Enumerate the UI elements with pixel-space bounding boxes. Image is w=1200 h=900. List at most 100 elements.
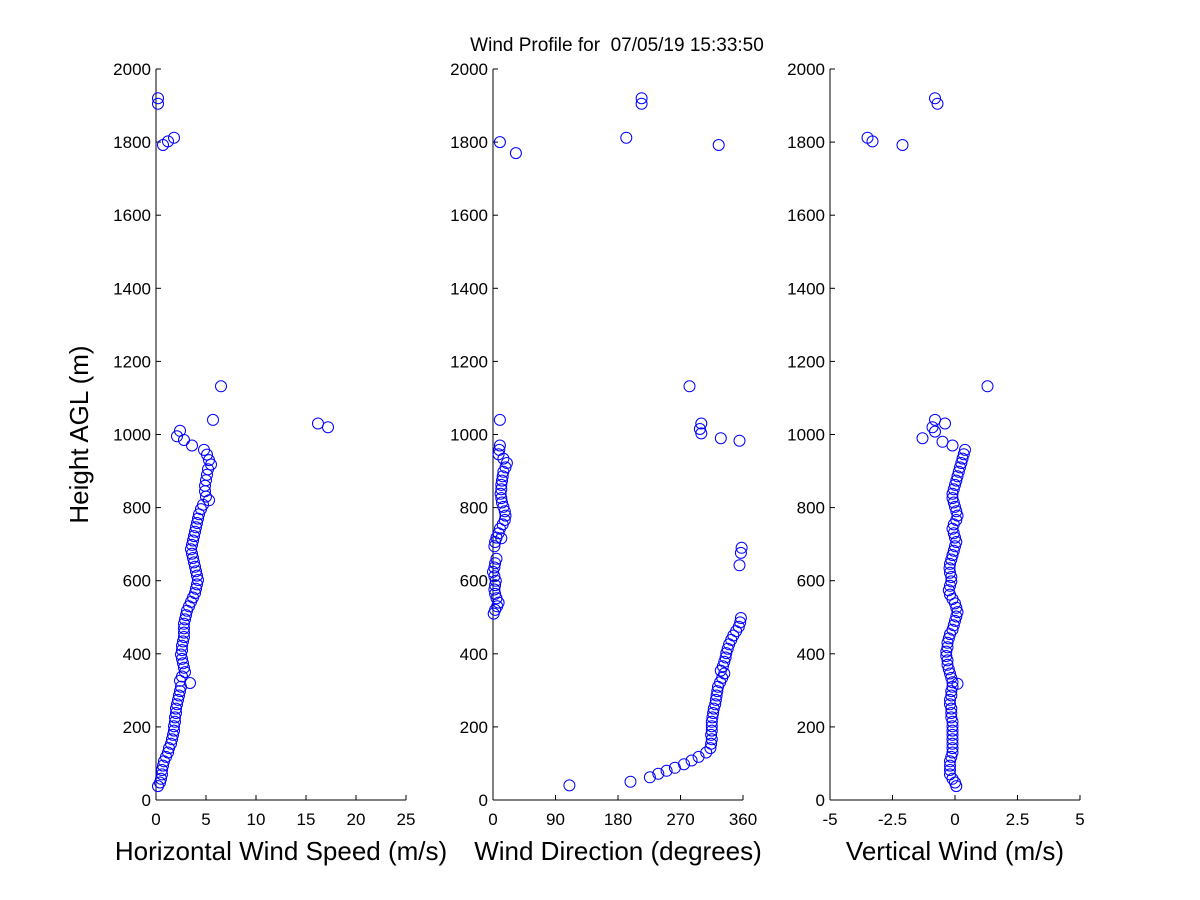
data-point bbox=[866, 135, 879, 148]
data-point bbox=[185, 543, 197, 556]
x-tick-label: -2.5 bbox=[878, 810, 907, 829]
data-point bbox=[166, 733, 178, 746]
data-point bbox=[709, 693, 722, 706]
data-point bbox=[660, 764, 673, 777]
data-point bbox=[487, 565, 499, 578]
data-point bbox=[705, 724, 718, 737]
data-point bbox=[181, 604, 193, 617]
data-point bbox=[946, 746, 959, 759]
data-point bbox=[693, 423, 706, 435]
data-point bbox=[189, 560, 201, 573]
data-point bbox=[493, 439, 506, 452]
data-point bbox=[942, 663, 955, 676]
data-point bbox=[493, 522, 506, 535]
data-point bbox=[169, 715, 181, 728]
data-point bbox=[490, 531, 503, 544]
data-point bbox=[177, 657, 189, 670]
data-point bbox=[929, 92, 941, 105]
data-point bbox=[190, 565, 202, 578]
data-point bbox=[941, 658, 954, 671]
y-tick-label: 1800 bbox=[450, 133, 488, 152]
data-point bbox=[951, 470, 964, 483]
data-point bbox=[692, 750, 705, 763]
data-point bbox=[635, 92, 648, 105]
data-point bbox=[563, 779, 576, 792]
x-axis-label: Wind Direction (degrees) bbox=[474, 836, 762, 866]
y-tick-label: 1000 bbox=[450, 426, 488, 445]
data-point bbox=[929, 425, 941, 438]
data-point bbox=[951, 606, 964, 619]
data-point bbox=[168, 720, 180, 733]
data-point bbox=[492, 448, 505, 461]
data-points bbox=[861, 92, 994, 793]
data-point bbox=[158, 755, 170, 768]
data-point bbox=[175, 648, 187, 661]
data-point bbox=[167, 728, 179, 741]
data-point bbox=[949, 478, 961, 491]
data-point bbox=[946, 772, 959, 785]
data-point bbox=[643, 771, 656, 784]
data-point bbox=[180, 609, 192, 622]
y-tick-label: 1600 bbox=[113, 206, 151, 225]
data-point bbox=[200, 490, 212, 503]
data-point bbox=[705, 728, 718, 741]
data-point bbox=[495, 492, 508, 505]
data-point bbox=[705, 733, 718, 746]
data-point bbox=[712, 680, 724, 693]
data-point bbox=[946, 676, 959, 689]
data-point bbox=[946, 720, 959, 733]
data-point bbox=[946, 733, 959, 746]
data-point bbox=[169, 711, 181, 724]
data-point bbox=[714, 432, 727, 445]
y-tick-label: 1000 bbox=[787, 426, 825, 445]
data-point bbox=[170, 702, 182, 715]
data-point bbox=[188, 556, 200, 569]
data-point bbox=[944, 566, 956, 579]
data-point bbox=[497, 452, 510, 465]
data-point bbox=[496, 470, 509, 483]
data-point bbox=[719, 651, 732, 664]
data-point bbox=[496, 474, 508, 487]
data-point bbox=[186, 538, 198, 551]
x-tick-label: -5 bbox=[822, 810, 837, 829]
data-point bbox=[946, 492, 959, 505]
data-point bbox=[735, 541, 748, 554]
data-point bbox=[950, 610, 963, 623]
x-tick-label: 5 bbox=[1075, 810, 1084, 829]
y-tick-label: 2000 bbox=[787, 60, 825, 79]
data-point bbox=[950, 536, 963, 548]
data-point bbox=[172, 693, 184, 706]
data-point bbox=[944, 759, 956, 772]
x-tick-label: 15 bbox=[297, 810, 316, 829]
figure-title: Wind Profile for 07/05/19 15:33:50 bbox=[470, 35, 764, 56]
data-point bbox=[941, 654, 954, 667]
data-point bbox=[952, 465, 965, 478]
data-point bbox=[190, 582, 202, 595]
y-tick-label: 400 bbox=[460, 645, 488, 664]
data-point bbox=[945, 571, 958, 583]
data-point bbox=[152, 92, 164, 105]
y-tick-label: 600 bbox=[123, 572, 151, 591]
data-point bbox=[152, 780, 164, 793]
data-point bbox=[709, 698, 722, 711]
data-point bbox=[705, 720, 718, 733]
x-axis-label: Horizontal Wind Speed (m/s) bbox=[115, 836, 447, 866]
data-point bbox=[733, 434, 746, 447]
y-tick-label: 800 bbox=[123, 499, 151, 518]
data-point bbox=[916, 432, 929, 445]
data-point bbox=[494, 487, 507, 500]
data-point bbox=[950, 474, 963, 487]
data-point bbox=[946, 439, 959, 452]
data-point bbox=[945, 707, 958, 719]
data-point bbox=[710, 689, 723, 702]
data-point bbox=[207, 413, 219, 426]
data-point bbox=[946, 728, 959, 741]
data-point bbox=[950, 780, 963, 793]
data-point bbox=[944, 579, 956, 592]
data-point bbox=[493, 413, 506, 426]
data-point bbox=[945, 685, 958, 698]
y-tick-label: 1400 bbox=[787, 279, 825, 298]
y-tick-label: 1200 bbox=[113, 352, 151, 371]
data-point bbox=[498, 505, 511, 518]
